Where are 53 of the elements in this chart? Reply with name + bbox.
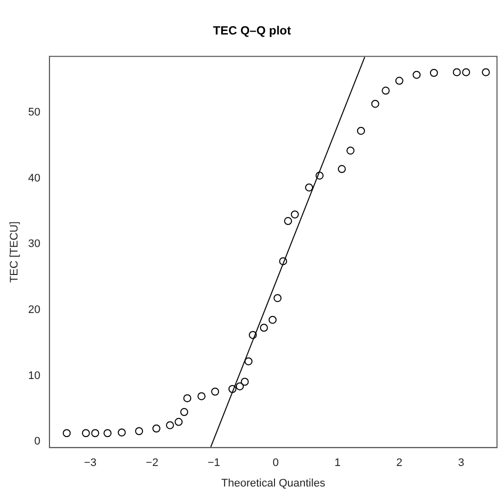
point [228, 384, 236, 393]
x-tick-label: −3 [84, 457, 97, 470]
point [240, 378, 249, 386]
point [198, 392, 206, 400]
y-tick-label: 0 [34, 436, 40, 448]
point [183, 394, 192, 402]
point [135, 427, 144, 436]
point [274, 294, 282, 302]
point [152, 424, 160, 432]
point [290, 210, 299, 218]
point [284, 217, 292, 226]
x-tick-label: 2 [396, 457, 402, 470]
point [346, 146, 354, 155]
point [82, 429, 90, 438]
x-tick-label: −1 [208, 457, 220, 470]
y-tick-label: 50 [28, 106, 40, 118]
y-tick-label: 10 [28, 370, 40, 382]
point [62, 429, 71, 438]
point [104, 429, 112, 438]
point [260, 324, 268, 332]
point [166, 421, 174, 430]
point [412, 70, 421, 79]
point [482, 68, 490, 76]
point [430, 68, 438, 77]
x-tick-label: 1 [334, 457, 341, 470]
point [248, 330, 257, 339]
point [236, 382, 244, 390]
point [462, 68, 470, 76]
x-tick-label: 0 [272, 457, 279, 470]
point [357, 126, 365, 135]
point [371, 100, 380, 108]
point [305, 183, 314, 192]
chart-title: TEC Q–Q plot [213, 24, 292, 38]
point [452, 68, 461, 76]
point [395, 76, 404, 85]
point [382, 86, 390, 95]
point [211, 388, 220, 396]
y-tick-label: 20 [28, 304, 40, 316]
point [338, 165, 346, 174]
point [279, 257, 288, 266]
point [180, 408, 188, 416]
point [316, 172, 324, 180]
point [244, 357, 252, 366]
y-tick-label: 40 [28, 172, 40, 184]
point [118, 428, 126, 436]
point [91, 429, 100, 438]
x-tick-label: 3 [458, 457, 464, 470]
x-tick-label: −2 [146, 457, 158, 470]
y-tick-label: 30 [28, 238, 40, 250]
point [268, 316, 277, 324]
x-axis-title: Theoretical Quantiles [221, 477, 326, 490]
point [174, 418, 183, 426]
y-axis-title: TEC [TECU] [8, 221, 21, 283]
